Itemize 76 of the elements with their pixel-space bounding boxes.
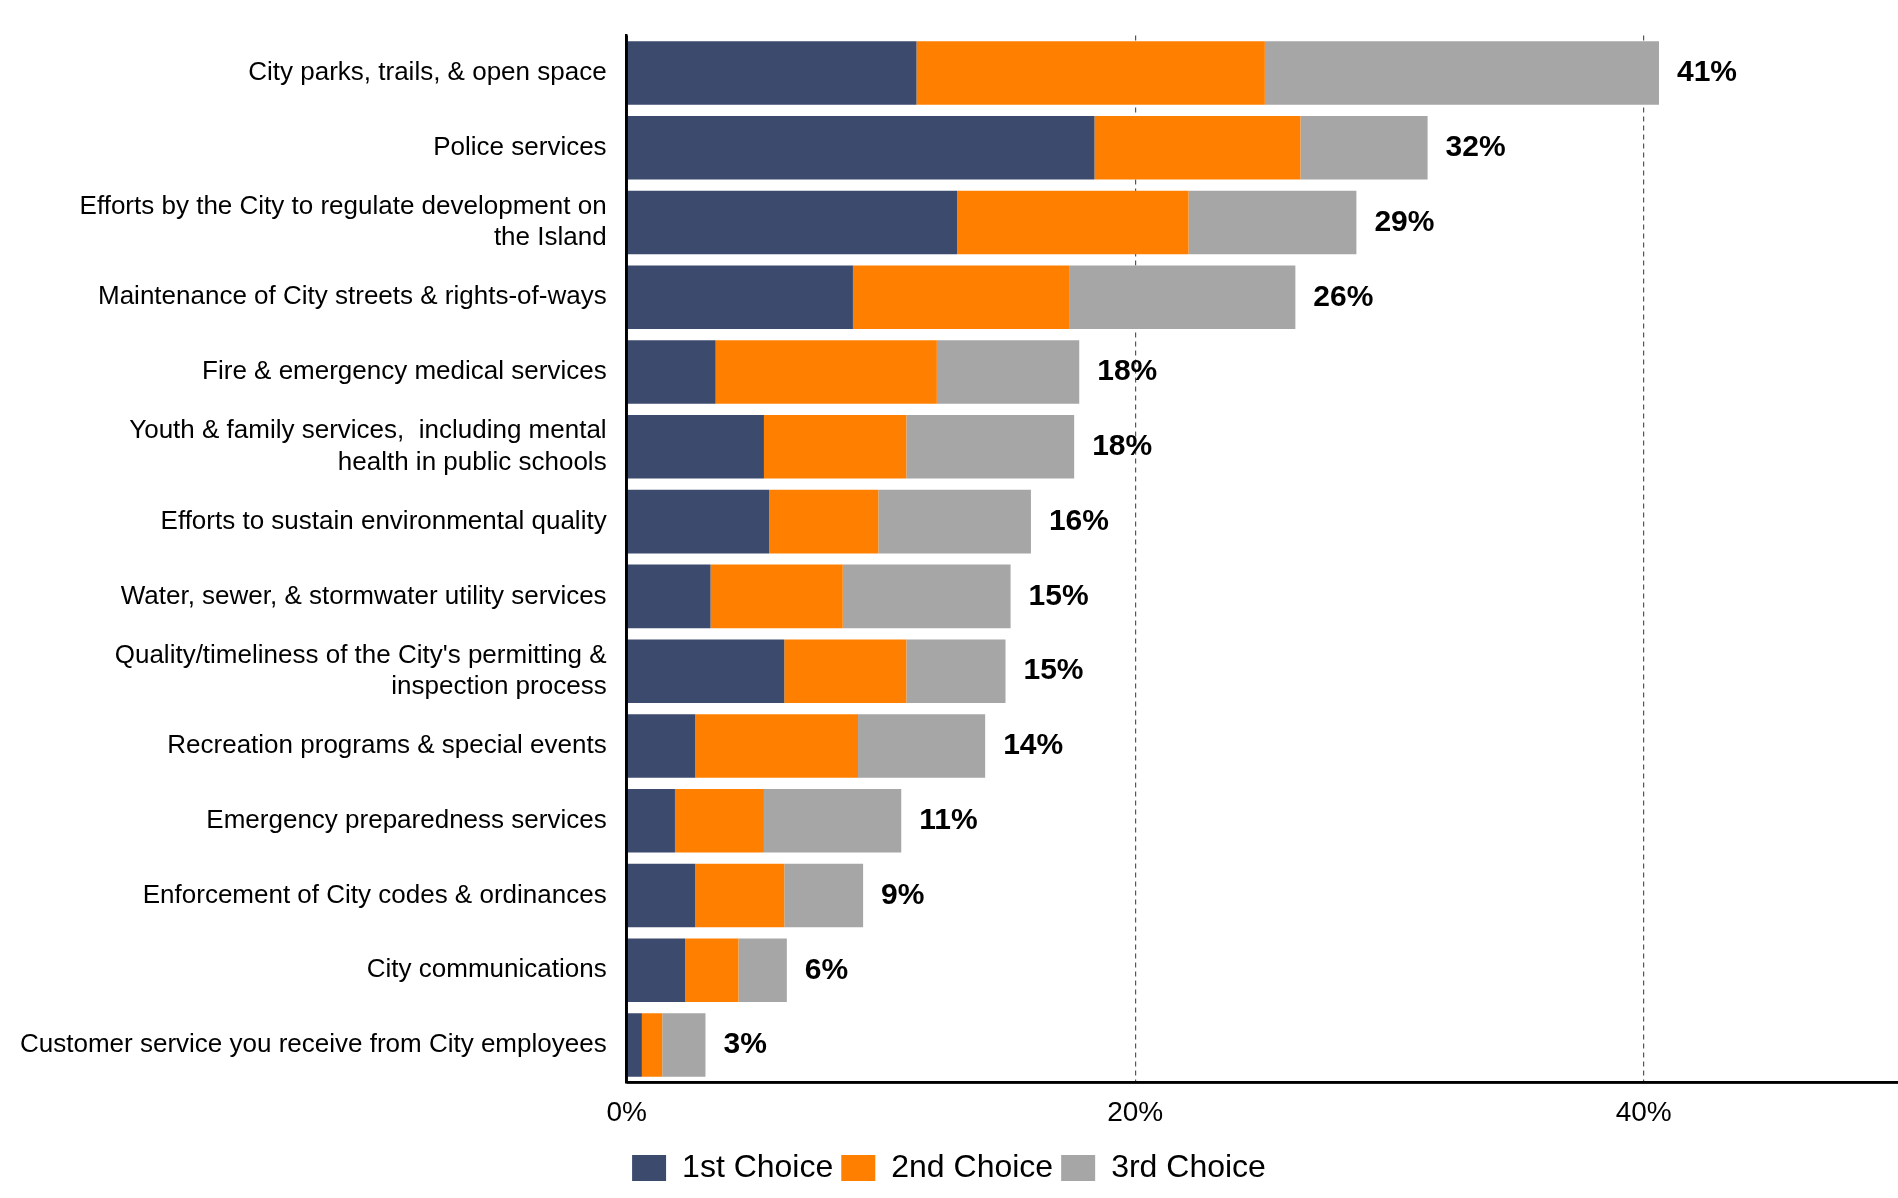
y-tick-label: Youth & family services, including mental health in public schools bbox=[129, 414, 607, 476]
bar bbox=[627, 115, 1095, 180]
bar bbox=[1069, 265, 1296, 330]
bar bbox=[627, 714, 696, 778]
total-label: 6% bbox=[804, 951, 849, 985]
bar bbox=[769, 489, 879, 554]
bar bbox=[957, 190, 1189, 255]
bar bbox=[738, 938, 787, 1003]
x-tick-label: 40% bbox=[1615, 1095, 1672, 1127]
bar bbox=[1264, 41, 1659, 105]
y-tick-label: Efforts by the City to regulate development on the Island bbox=[79, 190, 607, 252]
total-label: 11% bbox=[919, 801, 978, 835]
total-label: 14% bbox=[1003, 727, 1064, 761]
y-tick-label: Maintenance of City streets & rights-of-ways bbox=[98, 280, 607, 311]
bar bbox=[685, 938, 739, 1003]
bar bbox=[627, 938, 686, 1003]
bar bbox=[641, 1013, 663, 1077]
bar bbox=[662, 1013, 706, 1077]
bar bbox=[906, 415, 1075, 479]
total-label: 15% bbox=[1023, 652, 1084, 686]
bar bbox=[784, 863, 864, 928]
bar bbox=[627, 415, 764, 479]
bar bbox=[936, 340, 1080, 404]
bar bbox=[627, 265, 853, 330]
bar bbox=[715, 340, 937, 404]
bar bbox=[763, 415, 907, 479]
bar bbox=[627, 489, 770, 554]
bar bbox=[627, 340, 716, 404]
total-label: 3% bbox=[723, 1026, 767, 1060]
total-label: 18% bbox=[1097, 353, 1158, 387]
y-tick-label: Fire & emergency medical services bbox=[202, 355, 607, 386]
bar bbox=[710, 564, 843, 629]
legend-label: 2nd Choice bbox=[891, 1147, 1054, 1184]
bar bbox=[852, 265, 1070, 330]
y-tick-label: Emergency preparedness services bbox=[206, 803, 607, 834]
total-label: 32% bbox=[1445, 129, 1506, 163]
bar bbox=[627, 788, 675, 853]
y-tick-label: City parks, trails, & open space bbox=[248, 56, 607, 87]
bar bbox=[695, 714, 859, 778]
y-tick-label: Enforcement of City codes & ordinances bbox=[142, 878, 607, 909]
bar bbox=[627, 863, 696, 928]
total-label: 29% bbox=[1374, 203, 1435, 237]
bar bbox=[627, 190, 958, 255]
y-tick-label: Customer service you receive from City employees bbox=[20, 1028, 607, 1059]
bar bbox=[1188, 190, 1357, 255]
total-label: 18% bbox=[1092, 428, 1153, 462]
bar bbox=[627, 41, 917, 105]
x-tick-label: 0% bbox=[606, 1095, 647, 1127]
legend-label: 1st Choice bbox=[682, 1147, 834, 1184]
bar bbox=[627, 1013, 642, 1077]
y-tick-label: Police services bbox=[433, 130, 607, 161]
bar bbox=[784, 639, 907, 703]
y-tick-label: Recreation programs & special events bbox=[167, 729, 607, 760]
y-tick-label: Quality/timeliness of the City's permitting & inspection process bbox=[114, 638, 607, 700]
bar bbox=[627, 564, 711, 629]
bar bbox=[906, 639, 1006, 703]
y-tick-label: City communications bbox=[366, 953, 607, 984]
bar bbox=[695, 863, 785, 928]
bar bbox=[1094, 115, 1301, 180]
total-label: 9% bbox=[881, 876, 925, 910]
bar bbox=[627, 639, 785, 703]
bar bbox=[674, 788, 764, 853]
total-label: 15% bbox=[1028, 577, 1089, 611]
bar bbox=[878, 489, 1031, 554]
legend-label: 3rd Choice bbox=[1111, 1147, 1266, 1184]
total-label: 26% bbox=[1313, 278, 1374, 312]
y-tick-label: Efforts to sustain environmental quality bbox=[160, 504, 607, 535]
bar bbox=[858, 714, 986, 778]
x-tick-label: 20% bbox=[1107, 1095, 1164, 1127]
total-label: 41% bbox=[1676, 54, 1738, 88]
bar bbox=[916, 41, 1265, 105]
bar bbox=[1300, 115, 1428, 180]
y-tick-label: Water, sewer, & stormwater utility services bbox=[120, 579, 607, 610]
bar bbox=[842, 564, 1011, 629]
total-label: 16% bbox=[1048, 502, 1109, 536]
bar bbox=[763, 788, 902, 853]
